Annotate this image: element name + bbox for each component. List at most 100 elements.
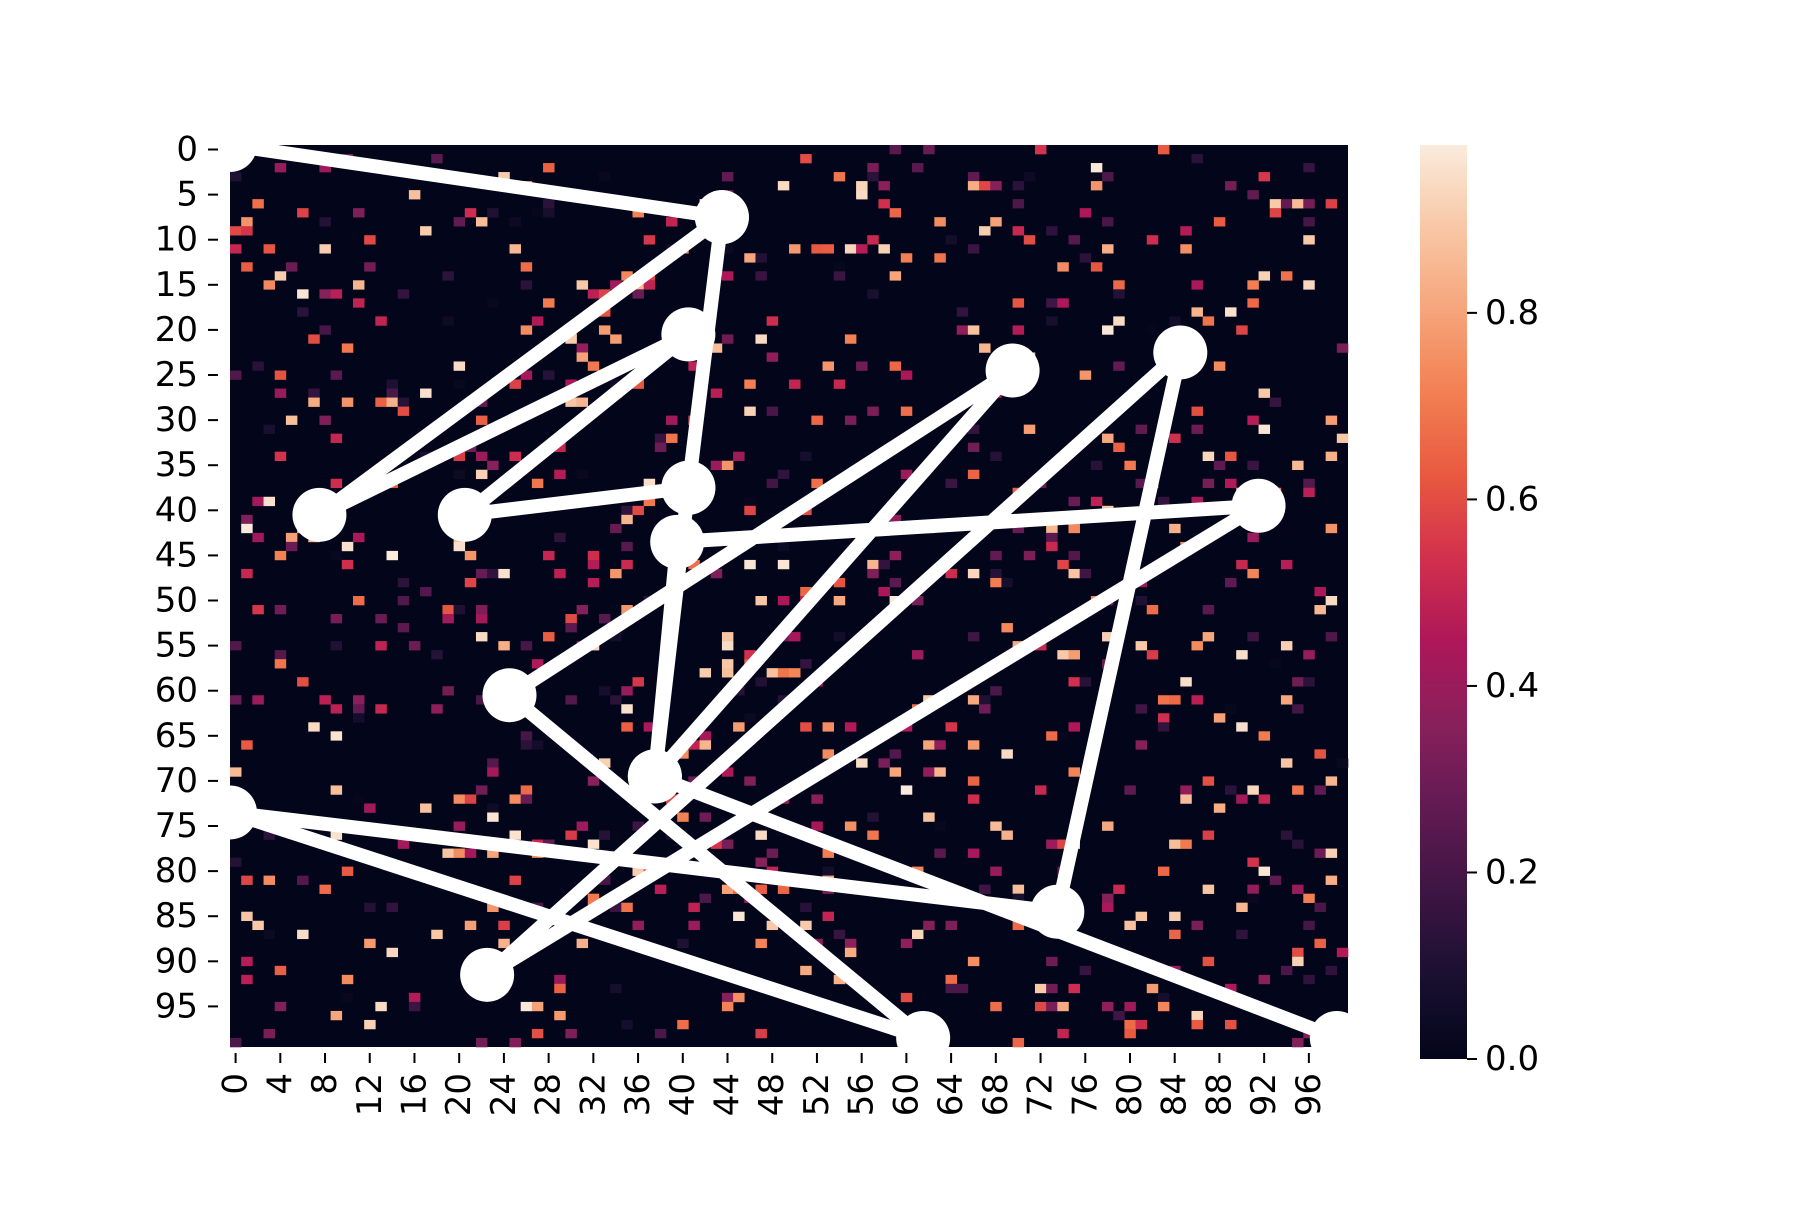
heatmap-cell — [1191, 920, 1203, 931]
heatmap-cell — [1090, 181, 1103, 191]
path-marker — [661, 307, 716, 362]
heatmap-cell — [341, 343, 354, 353]
heatmap-cell — [1057, 650, 1069, 660]
heatmap-cell — [319, 884, 331, 894]
heatmap-cell — [889, 361, 902, 371]
heatmap-cell — [1046, 226, 1058, 236]
heatmap-cell — [1292, 199, 1304, 209]
heatmap-cell — [274, 1001, 287, 1012]
heatmap-cell — [1090, 262, 1103, 272]
heatmap-cell — [274, 163, 287, 173]
y-tick-label: 20 — [155, 310, 198, 350]
heatmap-cell — [1046, 731, 1058, 741]
x-tick-label: 36 — [618, 1073, 658, 1116]
heatmap-cell — [487, 902, 499, 912]
heatmap-cell — [766, 848, 779, 858]
path-marker — [482, 668, 537, 723]
heatmap-cell — [1146, 235, 1159, 245]
heatmap-cell — [856, 361, 868, 371]
heatmap-cell — [475, 469, 488, 480]
heatmap-cell — [721, 460, 734, 471]
heatmap-cell — [1135, 1019, 1148, 1030]
heatmap-cell — [610, 830, 622, 840]
heatmap-cell — [934, 767, 946, 777]
heatmap-cell — [475, 1037, 488, 1048]
heatmap-cell — [1046, 523, 1058, 534]
heatmap-cell — [498, 172, 510, 182]
heatmap-cell — [263, 280, 276, 290]
heatmap-cell — [1157, 145, 1170, 155]
heatmap-cell — [565, 695, 577, 705]
heatmap-cell — [923, 767, 935, 777]
heatmap-cell — [1325, 632, 1338, 642]
heatmap-cell — [241, 911, 253, 922]
heatmap-cell — [777, 559, 790, 570]
heatmap-cell — [386, 902, 398, 912]
heatmap-cell — [945, 722, 957, 732]
heatmap-cell — [352, 596, 365, 606]
heatmap-cell — [1169, 523, 1181, 534]
y-tick-label: 45 — [155, 535, 198, 575]
heatmap-cell — [990, 1001, 1002, 1012]
heatmap-cell — [1157, 992, 1170, 1003]
heatmap-cell — [598, 325, 611, 335]
heatmap-cell — [1336, 343, 1349, 353]
heatmap-cell — [632, 677, 644, 687]
heatmap-cell — [1202, 830, 1215, 840]
heatmap-cell — [710, 839, 723, 849]
heatmap-cell — [274, 550, 287, 561]
heatmap-cell — [844, 244, 857, 254]
heatmap-cell — [1269, 199, 1282, 209]
heatmap-cell — [1180, 839, 1192, 849]
heatmap-cell — [766, 352, 779, 362]
heatmap-cell — [453, 605, 466, 615]
heatmap-cell — [755, 884, 767, 894]
heatmap-cell — [945, 983, 957, 994]
heatmap-cell — [990, 451, 1002, 461]
heatmap-cell — [956, 307, 969, 317]
heatmap-cell — [1169, 433, 1181, 443]
heatmap-cell — [1280, 695, 1293, 705]
heatmap-cell — [1124, 920, 1136, 931]
heatmap-cell — [822, 722, 835, 732]
heatmap-cell — [1303, 163, 1315, 173]
heatmap-cell — [397, 623, 410, 633]
heatmap-cell — [520, 262, 533, 272]
y-tick-label: 95 — [155, 986, 198, 1026]
heatmap-cell — [330, 550, 343, 561]
heatmap-cell — [632, 505, 644, 516]
heatmap-cell — [967, 956, 980, 967]
heatmap-cell — [431, 154, 443, 164]
heatmap-cell — [990, 181, 1002, 191]
heatmap-cell — [1325, 523, 1338, 534]
heatmap-cell — [565, 623, 577, 633]
heatmap-cell — [364, 586, 376, 597]
heatmap-cell — [1146, 325, 1159, 335]
heatmap-cell — [487, 848, 499, 858]
heatmap-cell — [1012, 884, 1025, 894]
heatmap-cell — [610, 902, 622, 912]
heatmap-cell — [1180, 794, 1192, 804]
heatmap-cell — [833, 929, 846, 940]
heatmap-cell — [721, 839, 734, 849]
heatmap-cell — [621, 271, 633, 281]
heatmap-cell — [1057, 1001, 1069, 1012]
heatmap-cell — [699, 893, 712, 903]
heatmap-cell — [867, 568, 879, 579]
heatmap-cell — [1280, 830, 1293, 840]
heatmap-cell — [1046, 532, 1058, 543]
heatmap-cell — [967, 244, 980, 254]
heatmap-cell — [934, 217, 946, 227]
heatmap-cell — [990, 550, 1002, 561]
heatmap-cell — [375, 614, 387, 624]
heatmap-cell — [442, 686, 454, 696]
heatmap-cell — [833, 974, 846, 985]
heatmap-cell — [230, 1037, 242, 1048]
y-tick-label: 85 — [155, 896, 198, 936]
heatmap-cell — [1068, 550, 1080, 561]
heatmap-cell — [587, 577, 600, 588]
heatmap-cell — [1012, 325, 1025, 335]
heatmap-cell — [308, 397, 320, 407]
heatmap-cell — [352, 208, 365, 218]
